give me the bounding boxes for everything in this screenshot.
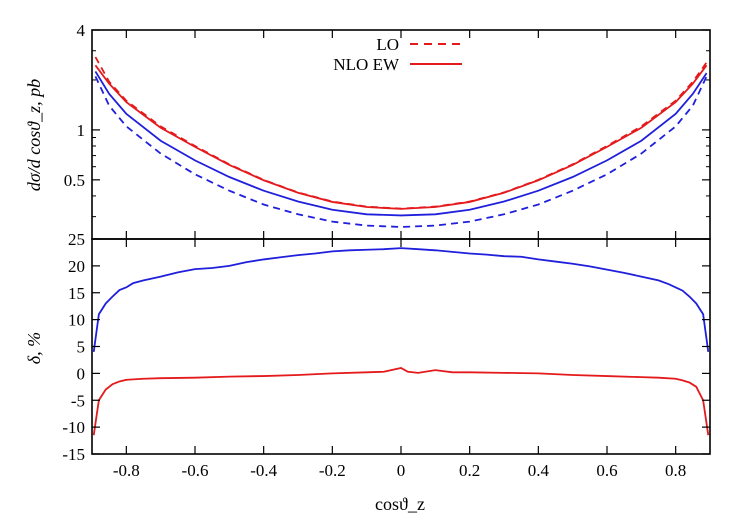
bottom-ytick-label: -10 [62, 418, 85, 437]
bottom-ytick-label: 15 [68, 284, 85, 303]
bottom-series-1-solid [92, 367, 710, 436]
legend-label-lo: LO [376, 35, 399, 54]
legend: LO NLO EW [333, 35, 462, 74]
bottom-ytick-label: -15 [62, 445, 85, 464]
x-axis-label: cosϑ_z [375, 494, 425, 514]
xtick-label: -0.4 [250, 461, 277, 480]
xtick-label: -0.8 [113, 461, 140, 480]
xtick-label: 0.6 [596, 461, 617, 480]
legend-label-nlo-ew: NLO EW [333, 55, 400, 74]
top-y-axis-label: dσ/d cosϑ_z, pb [24, 79, 44, 191]
top-panel-frame [91, 29, 711, 240]
tick-labels: 0.5 1 4 -15 -10 -5 0 5 10 15 20 25 -0.8 -0.6 -0.4 -0.2 0… [62, 21, 686, 480]
top-ytick-label: 1 [77, 121, 86, 140]
xtick-label: -0.6 [182, 461, 209, 480]
top-series-0-dashed [94, 56, 708, 210]
top-ytick-label: 4 [77, 21, 86, 40]
tick-marks [92, 29, 710, 455]
top-series-1-solid [94, 64, 708, 210]
xtick-label: 0.4 [528, 461, 550, 480]
xtick-label: 0 [397, 461, 406, 480]
bottom-panel-curves [92, 247, 710, 436]
bottom-ytick-label: 10 [68, 311, 85, 330]
top-ytick-label: 0.5 [64, 171, 85, 190]
bottom-ytick-label: 0 [77, 364, 86, 383]
bottom-ytick-label: 25 [68, 230, 85, 249]
bottom-panel-frame [91, 238, 711, 455]
xtick-label: 0.8 [665, 461, 686, 480]
top-series-2-dashed [94, 76, 708, 228]
xtick-label: -0.2 [319, 461, 346, 480]
bottom-ytick-label: 5 [77, 338, 86, 357]
bottom-series-0-solid [92, 247, 710, 353]
top-panel-curves [94, 56, 708, 228]
bottom-ytick-label: 20 [68, 257, 85, 276]
xtick-label: 0.2 [459, 461, 480, 480]
bottom-y-axis-label: δ, % [24, 332, 44, 364]
top-series-3-solid [94, 70, 708, 217]
bottom-ytick-label: -5 [71, 391, 85, 410]
